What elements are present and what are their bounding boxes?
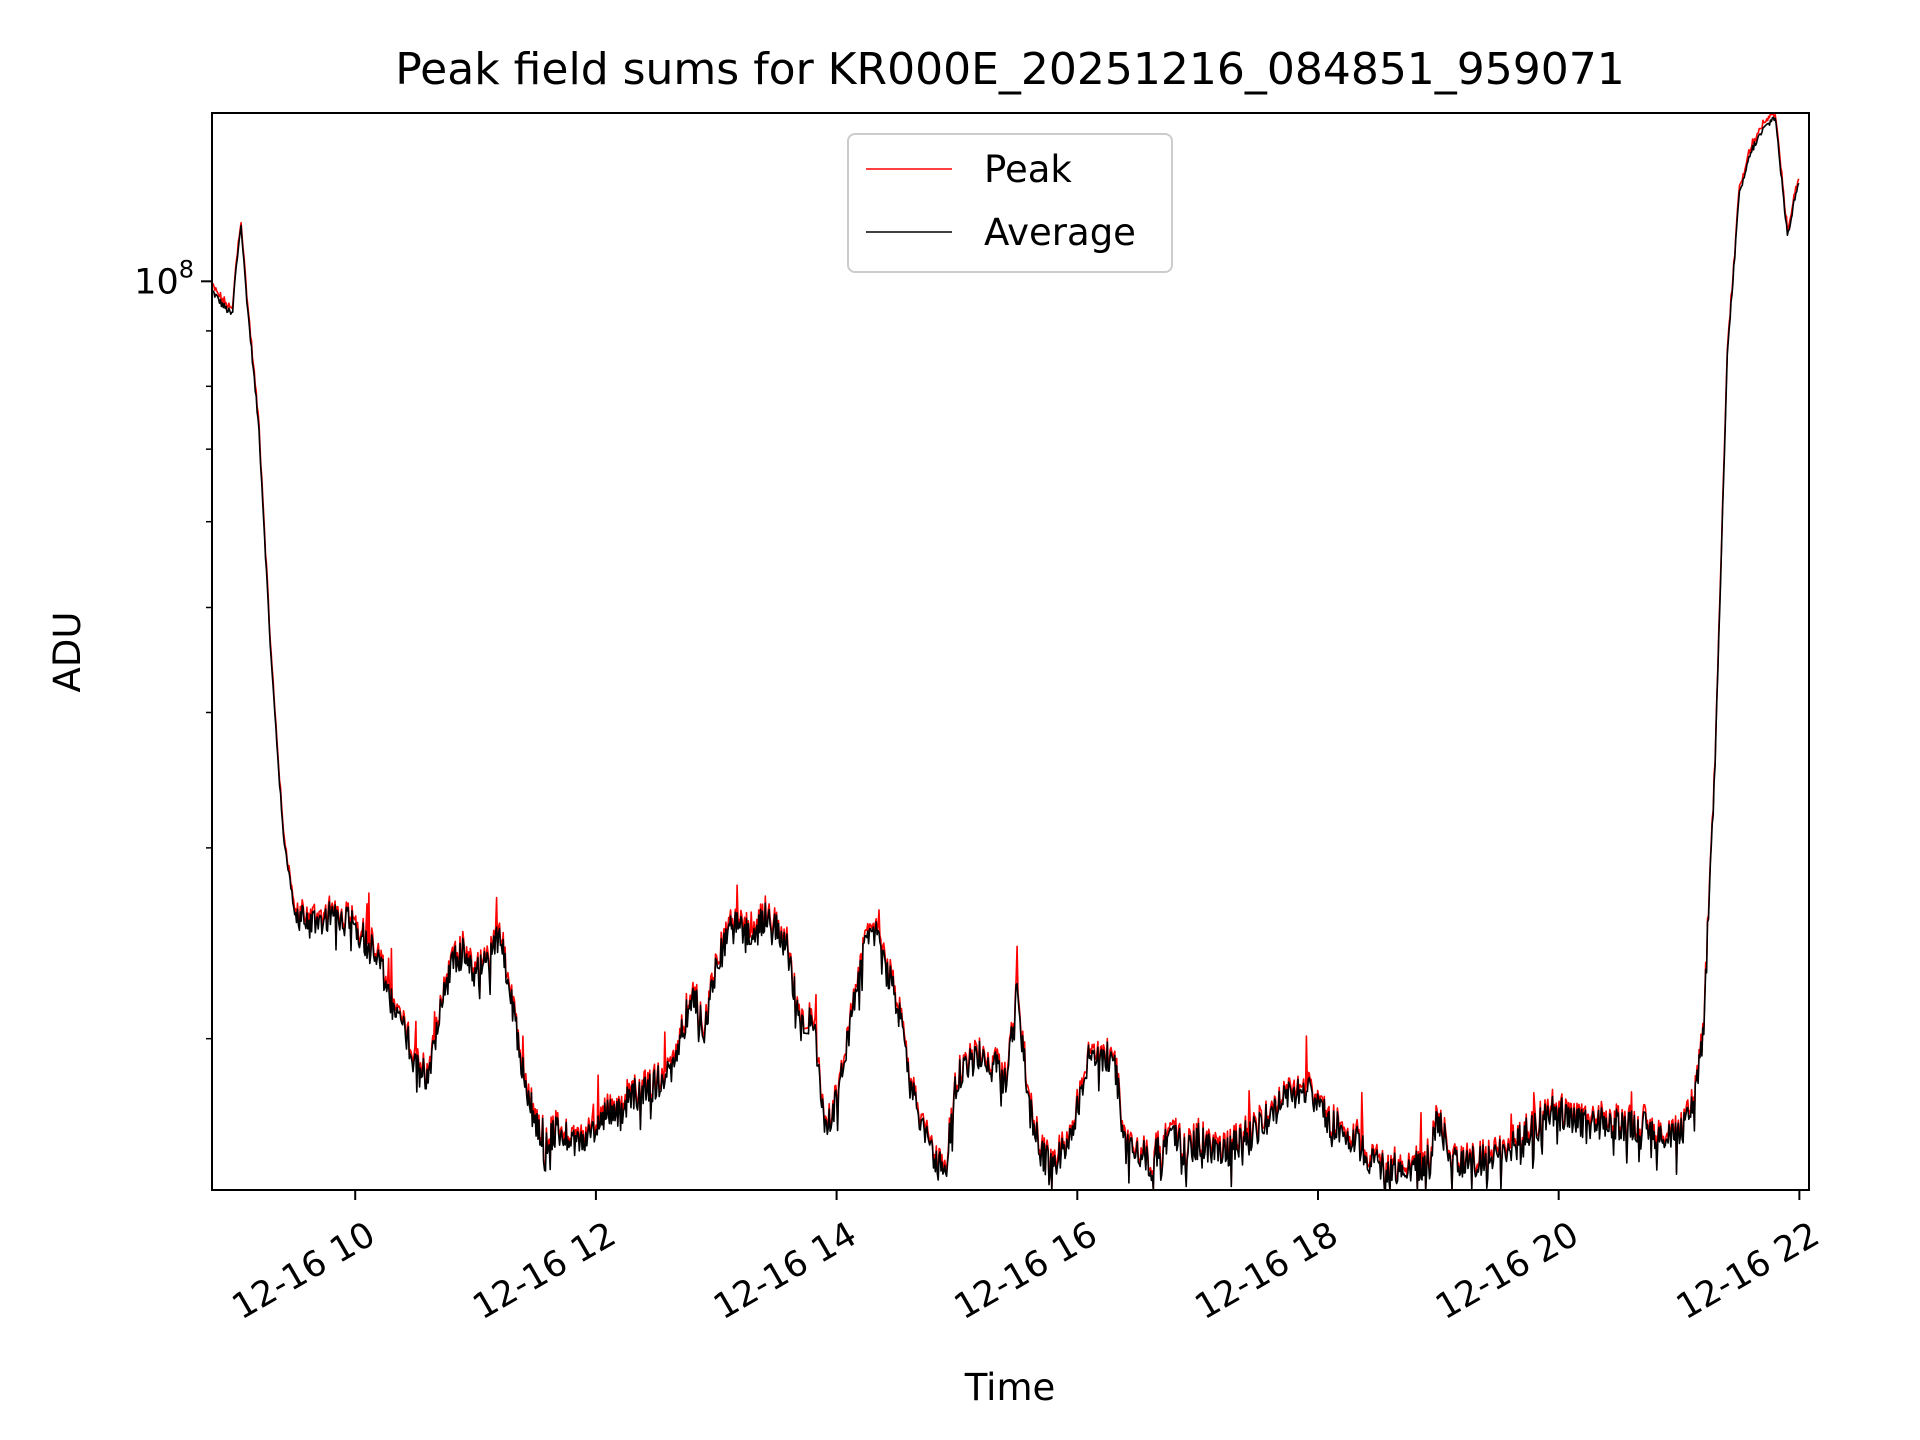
series-line-average <box>211 116 1800 1191</box>
legend: Peak Average <box>847 133 1173 273</box>
x-axis-label: Time <box>964 1366 1056 1409</box>
plot-background <box>212 113 1809 1190</box>
y-axis: 108 <box>134 255 212 1040</box>
chart-title: Peak field sums for KR000E_20251216_0848… <box>395 44 1625 95</box>
y-axis-label: ADU <box>46 612 89 693</box>
legend-label-peak: Peak <box>984 148 1072 191</box>
legend-label-average: Average <box>984 211 1136 254</box>
y-tick-label: 108 <box>134 255 194 302</box>
plot-frame <box>211 112 1810 1191</box>
plot-area <box>211 112 1809 1191</box>
